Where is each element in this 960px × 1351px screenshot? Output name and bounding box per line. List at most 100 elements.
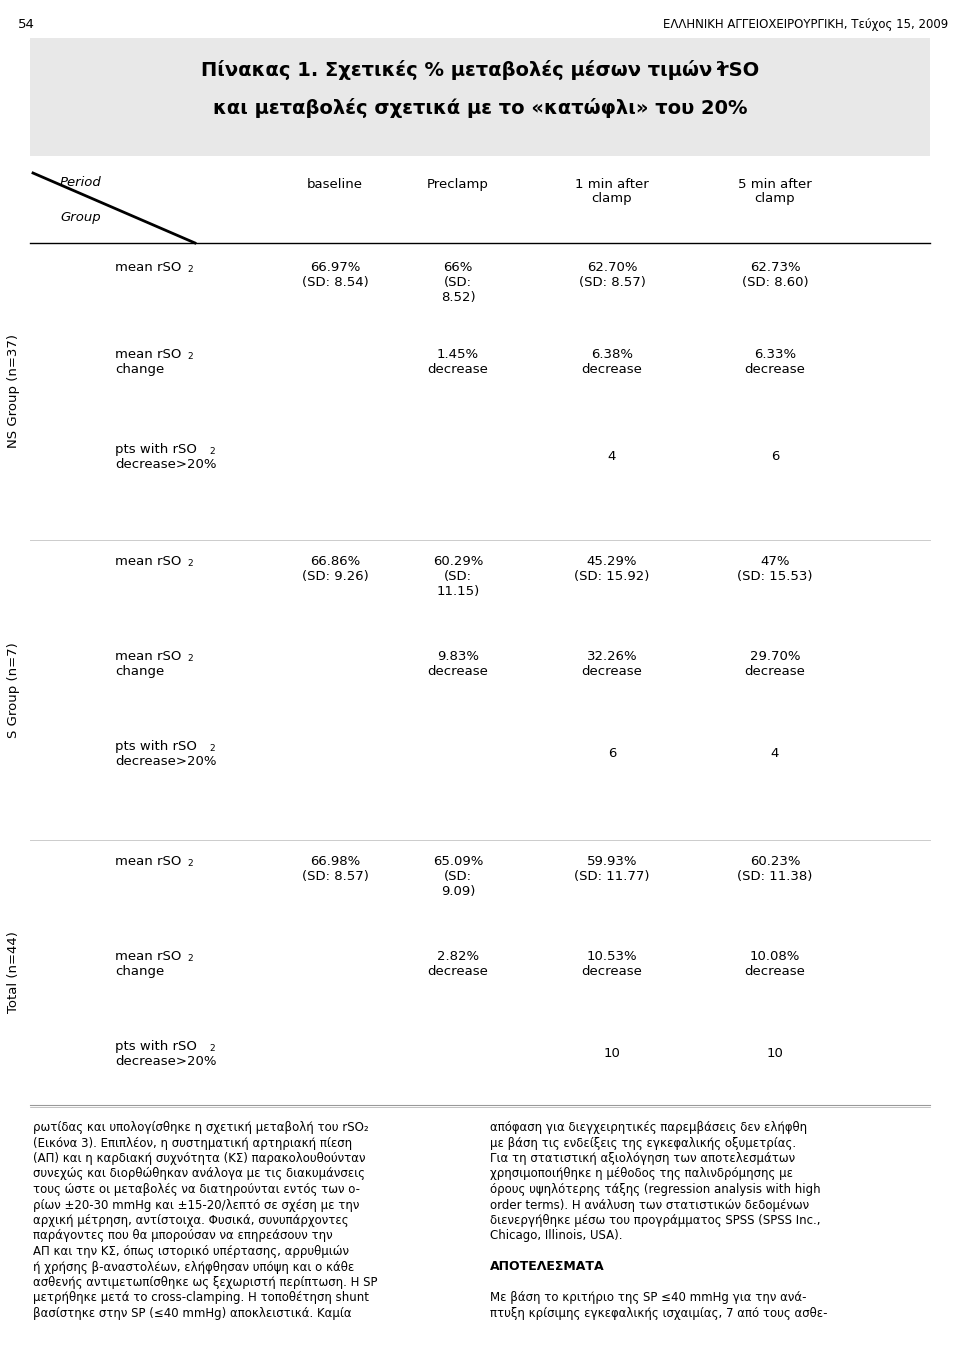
Text: 4: 4 <box>608 450 616 463</box>
Text: (SD: 15.92): (SD: 15.92) <box>574 570 650 584</box>
Text: clamp: clamp <box>755 192 795 205</box>
Text: (SD:: (SD: <box>444 870 472 884</box>
Text: τους ώστε οι μεταβολές να διατηρούνται εντός των o-: τους ώστε οι μεταβολές να διατηρούνται ε… <box>33 1183 360 1196</box>
Text: χρησιμοποιήθηκε η μέθοδος της παλινδρόμησης με: χρησιμοποιήθηκε η μέθοδος της παλινδρόμη… <box>490 1167 793 1181</box>
Text: 10: 10 <box>767 1047 783 1061</box>
Text: απόφαση για διεγχειρητικές παρεμβάσεις δεν ελήφθη: απόφαση για διεγχειρητικές παρεμβάσεις δ… <box>490 1121 807 1133</box>
Text: 2: 2 <box>187 353 193 361</box>
Text: decrease: decrease <box>427 665 489 678</box>
Text: mean rSO: mean rSO <box>115 950 181 963</box>
Text: 65.09%: 65.09% <box>433 855 483 867</box>
Text: 4: 4 <box>771 747 780 761</box>
Text: 62.73%: 62.73% <box>750 261 801 274</box>
Text: 66.97%: 66.97% <box>310 261 360 274</box>
Text: Preclamp: Preclamp <box>427 178 489 190</box>
Text: 11.15): 11.15) <box>437 585 480 598</box>
Text: 2: 2 <box>187 559 193 567</box>
Text: decrease: decrease <box>745 363 805 376</box>
Text: ΑΠΟΤΕΛΕΣΜΑΤΑ: ΑΠΟΤΕΛΕΣΜΑΤΑ <box>490 1260 605 1274</box>
Text: 45.29%: 45.29% <box>587 555 637 567</box>
Text: (SD: 8.57): (SD: 8.57) <box>579 276 645 289</box>
Text: decrease>20%: decrease>20% <box>115 458 217 471</box>
Text: 60.23%: 60.23% <box>750 855 801 867</box>
Text: mean rSO: mean rSO <box>115 349 181 361</box>
Text: συνεχώς και διορθώθηκαν ανάλογα με τις διακυμάνσεις: συνεχώς και διορθώθηκαν ανάλογα με τις δ… <box>33 1167 365 1181</box>
Text: 10.08%: 10.08% <box>750 950 801 963</box>
Text: decrease: decrease <box>582 965 642 978</box>
Text: 2: 2 <box>187 265 193 274</box>
Text: μετρήθηκε μετά το cross-clamping. Η τοποθέτηση shunt: μετρήθηκε μετά το cross-clamping. Η τοπο… <box>33 1292 369 1305</box>
Text: 2: 2 <box>209 744 215 753</box>
Text: clamp: clamp <box>591 192 633 205</box>
Text: change: change <box>115 665 164 678</box>
Text: decrease: decrease <box>745 665 805 678</box>
Text: ή χρήσης β-αναστολέων, ελήφθησαν υπόψη και ο κάθε: ή χρήσης β-αναστολέων, ελήφθησαν υπόψη κ… <box>33 1260 354 1274</box>
Text: 66.98%: 66.98% <box>310 855 360 867</box>
Text: decrease>20%: decrease>20% <box>115 755 217 767</box>
Text: με βάση τις ενδείξεις της εγκεφαλικής οξυμετρίας.: με βάση τις ενδείξεις της εγκεφαλικής οξ… <box>490 1136 796 1150</box>
Text: decrease: decrease <box>745 965 805 978</box>
Text: S Group (n=7): S Group (n=7) <box>8 642 20 738</box>
Text: Με βάση το κριτήριο της SP ≤40 mmHg για την ανά-: Με βάση το κριτήριο της SP ≤40 mmHg για … <box>490 1292 806 1305</box>
Text: decrease: decrease <box>427 965 489 978</box>
Text: 60.29%: 60.29% <box>433 555 483 567</box>
Text: πτυξη κρίσιμης εγκεφαλικής ισχαιμίας, 7 από τους ασθε-: πτυξη κρίσιμης εγκεφαλικής ισχαιμίας, 7 … <box>490 1306 828 1320</box>
Text: Για τη στατιστική αξιολόγηση των αποτελεσμάτων: Για τη στατιστική αξιολόγηση των αποτελε… <box>490 1152 795 1165</box>
Text: ρίων ±20-30 mmHg και ±15-20/λεπτό σε σχέση με την: ρίων ±20-30 mmHg και ±15-20/λεπτό σε σχέ… <box>33 1198 359 1212</box>
Text: (SD: 8.54): (SD: 8.54) <box>301 276 369 289</box>
Text: baseline: baseline <box>307 178 363 190</box>
Text: pts with rSO: pts with rSO <box>115 443 197 457</box>
Text: (ΑΠ) και η καρδιακή συχνότητα (ΚΣ) παρακολουθούνταν: (ΑΠ) και η καρδιακή συχνότητα (ΚΣ) παρακ… <box>33 1152 366 1165</box>
Text: (SD: 8.60): (SD: 8.60) <box>742 276 808 289</box>
Text: 1.45%: 1.45% <box>437 349 479 361</box>
Text: 8.52): 8.52) <box>441 290 475 304</box>
Text: 2: 2 <box>187 954 193 963</box>
Text: 47%: 47% <box>760 555 790 567</box>
Text: 2: 2 <box>187 654 193 663</box>
Text: (SD: 15.53): (SD: 15.53) <box>737 570 813 584</box>
Text: (SD: 11.77): (SD: 11.77) <box>574 870 650 884</box>
Text: 10: 10 <box>604 1047 620 1061</box>
Text: ρωτίδας και υπολογίσθηκε η σχετική μεταβολή του rSO₂: ρωτίδας και υπολογίσθηκε η σχετική μεταβ… <box>33 1121 369 1133</box>
Text: decrease: decrease <box>582 665 642 678</box>
Text: 32.26%: 32.26% <box>587 650 637 663</box>
Text: mean rSO: mean rSO <box>115 555 181 567</box>
Text: 6.33%: 6.33% <box>754 349 796 361</box>
Text: (Εικόνα 3). Επιπλέον, η συστηματική αρτηριακή πίεση: (Εικόνα 3). Επιπλέον, η συστηματική αρτη… <box>33 1136 352 1150</box>
Text: Πίνακας 1. Σχετικές % μεταβολές μέσων τιμών rSO: Πίνακας 1. Σχετικές % μεταβολές μέσων τι… <box>201 59 759 80</box>
Text: 59.93%: 59.93% <box>587 855 637 867</box>
Text: 1 min after: 1 min after <box>575 178 649 190</box>
Text: change: change <box>115 965 164 978</box>
Text: 2: 2 <box>187 859 193 867</box>
Bar <box>30 38 930 155</box>
Text: 66%: 66% <box>444 261 472 274</box>
Text: NS Group (n=37): NS Group (n=37) <box>8 335 20 449</box>
Text: 2: 2 <box>209 447 215 457</box>
Text: 5 min after: 5 min after <box>738 178 812 190</box>
Text: (SD: 9.26): (SD: 9.26) <box>301 570 369 584</box>
Text: mean rSO: mean rSO <box>115 855 181 867</box>
Text: διενεργήθηκε μέσω του προγράμματος SPSS (SPSS Inc.,: διενεργήθηκε μέσω του προγράμματος SPSS … <box>490 1215 821 1227</box>
Text: change: change <box>115 363 164 376</box>
Text: 9.09): 9.09) <box>441 885 475 898</box>
Text: (SD: 11.38): (SD: 11.38) <box>737 870 813 884</box>
Text: 9.83%: 9.83% <box>437 650 479 663</box>
Text: mean rSO: mean rSO <box>115 650 181 663</box>
Text: 2: 2 <box>209 1044 215 1052</box>
Text: 62.70%: 62.70% <box>587 261 637 274</box>
Text: Group: Group <box>60 211 101 224</box>
Text: decrease>20%: decrease>20% <box>115 1055 217 1069</box>
Text: Total (n=44): Total (n=44) <box>8 932 20 1013</box>
Text: παράγοντες που θα μπορούσαν να επηρεάσουν την: παράγοντες που θα μπορούσαν να επηρεάσου… <box>33 1229 332 1243</box>
Text: pts with rSO: pts with rSO <box>115 1040 197 1052</box>
Text: pts with rSO: pts with rSO <box>115 740 197 753</box>
Text: 10.53%: 10.53% <box>587 950 637 963</box>
Text: βασίστηκε στην SP (≤40 mmHg) αποκλειστικά. Καμία: βασίστηκε στην SP (≤40 mmHg) αποκλειστικ… <box>33 1306 351 1320</box>
Text: ασθενής αντιμετωπίσθηκε ως ξεχωριστή περίπτωση. Η SP: ασθενής αντιμετωπίσθηκε ως ξεχωριστή περ… <box>33 1275 377 1289</box>
Text: ΑΠ και την ΚΣ, όπως ιστορικό υπέρτασης, αρρυθμιών: ΑΠ και την ΚΣ, όπως ιστορικό υπέρτασης, … <box>33 1246 349 1258</box>
Text: αρχική μέτρηση, αντίστοιχα. Φυσικά, συνυπάρχοντες: αρχική μέτρηση, αντίστοιχα. Φυσικά, συνυ… <box>33 1215 348 1227</box>
Text: decrease: decrease <box>582 363 642 376</box>
Text: mean rSO: mean rSO <box>115 261 181 274</box>
Text: 6.38%: 6.38% <box>591 349 633 361</box>
Text: 54: 54 <box>18 18 35 31</box>
